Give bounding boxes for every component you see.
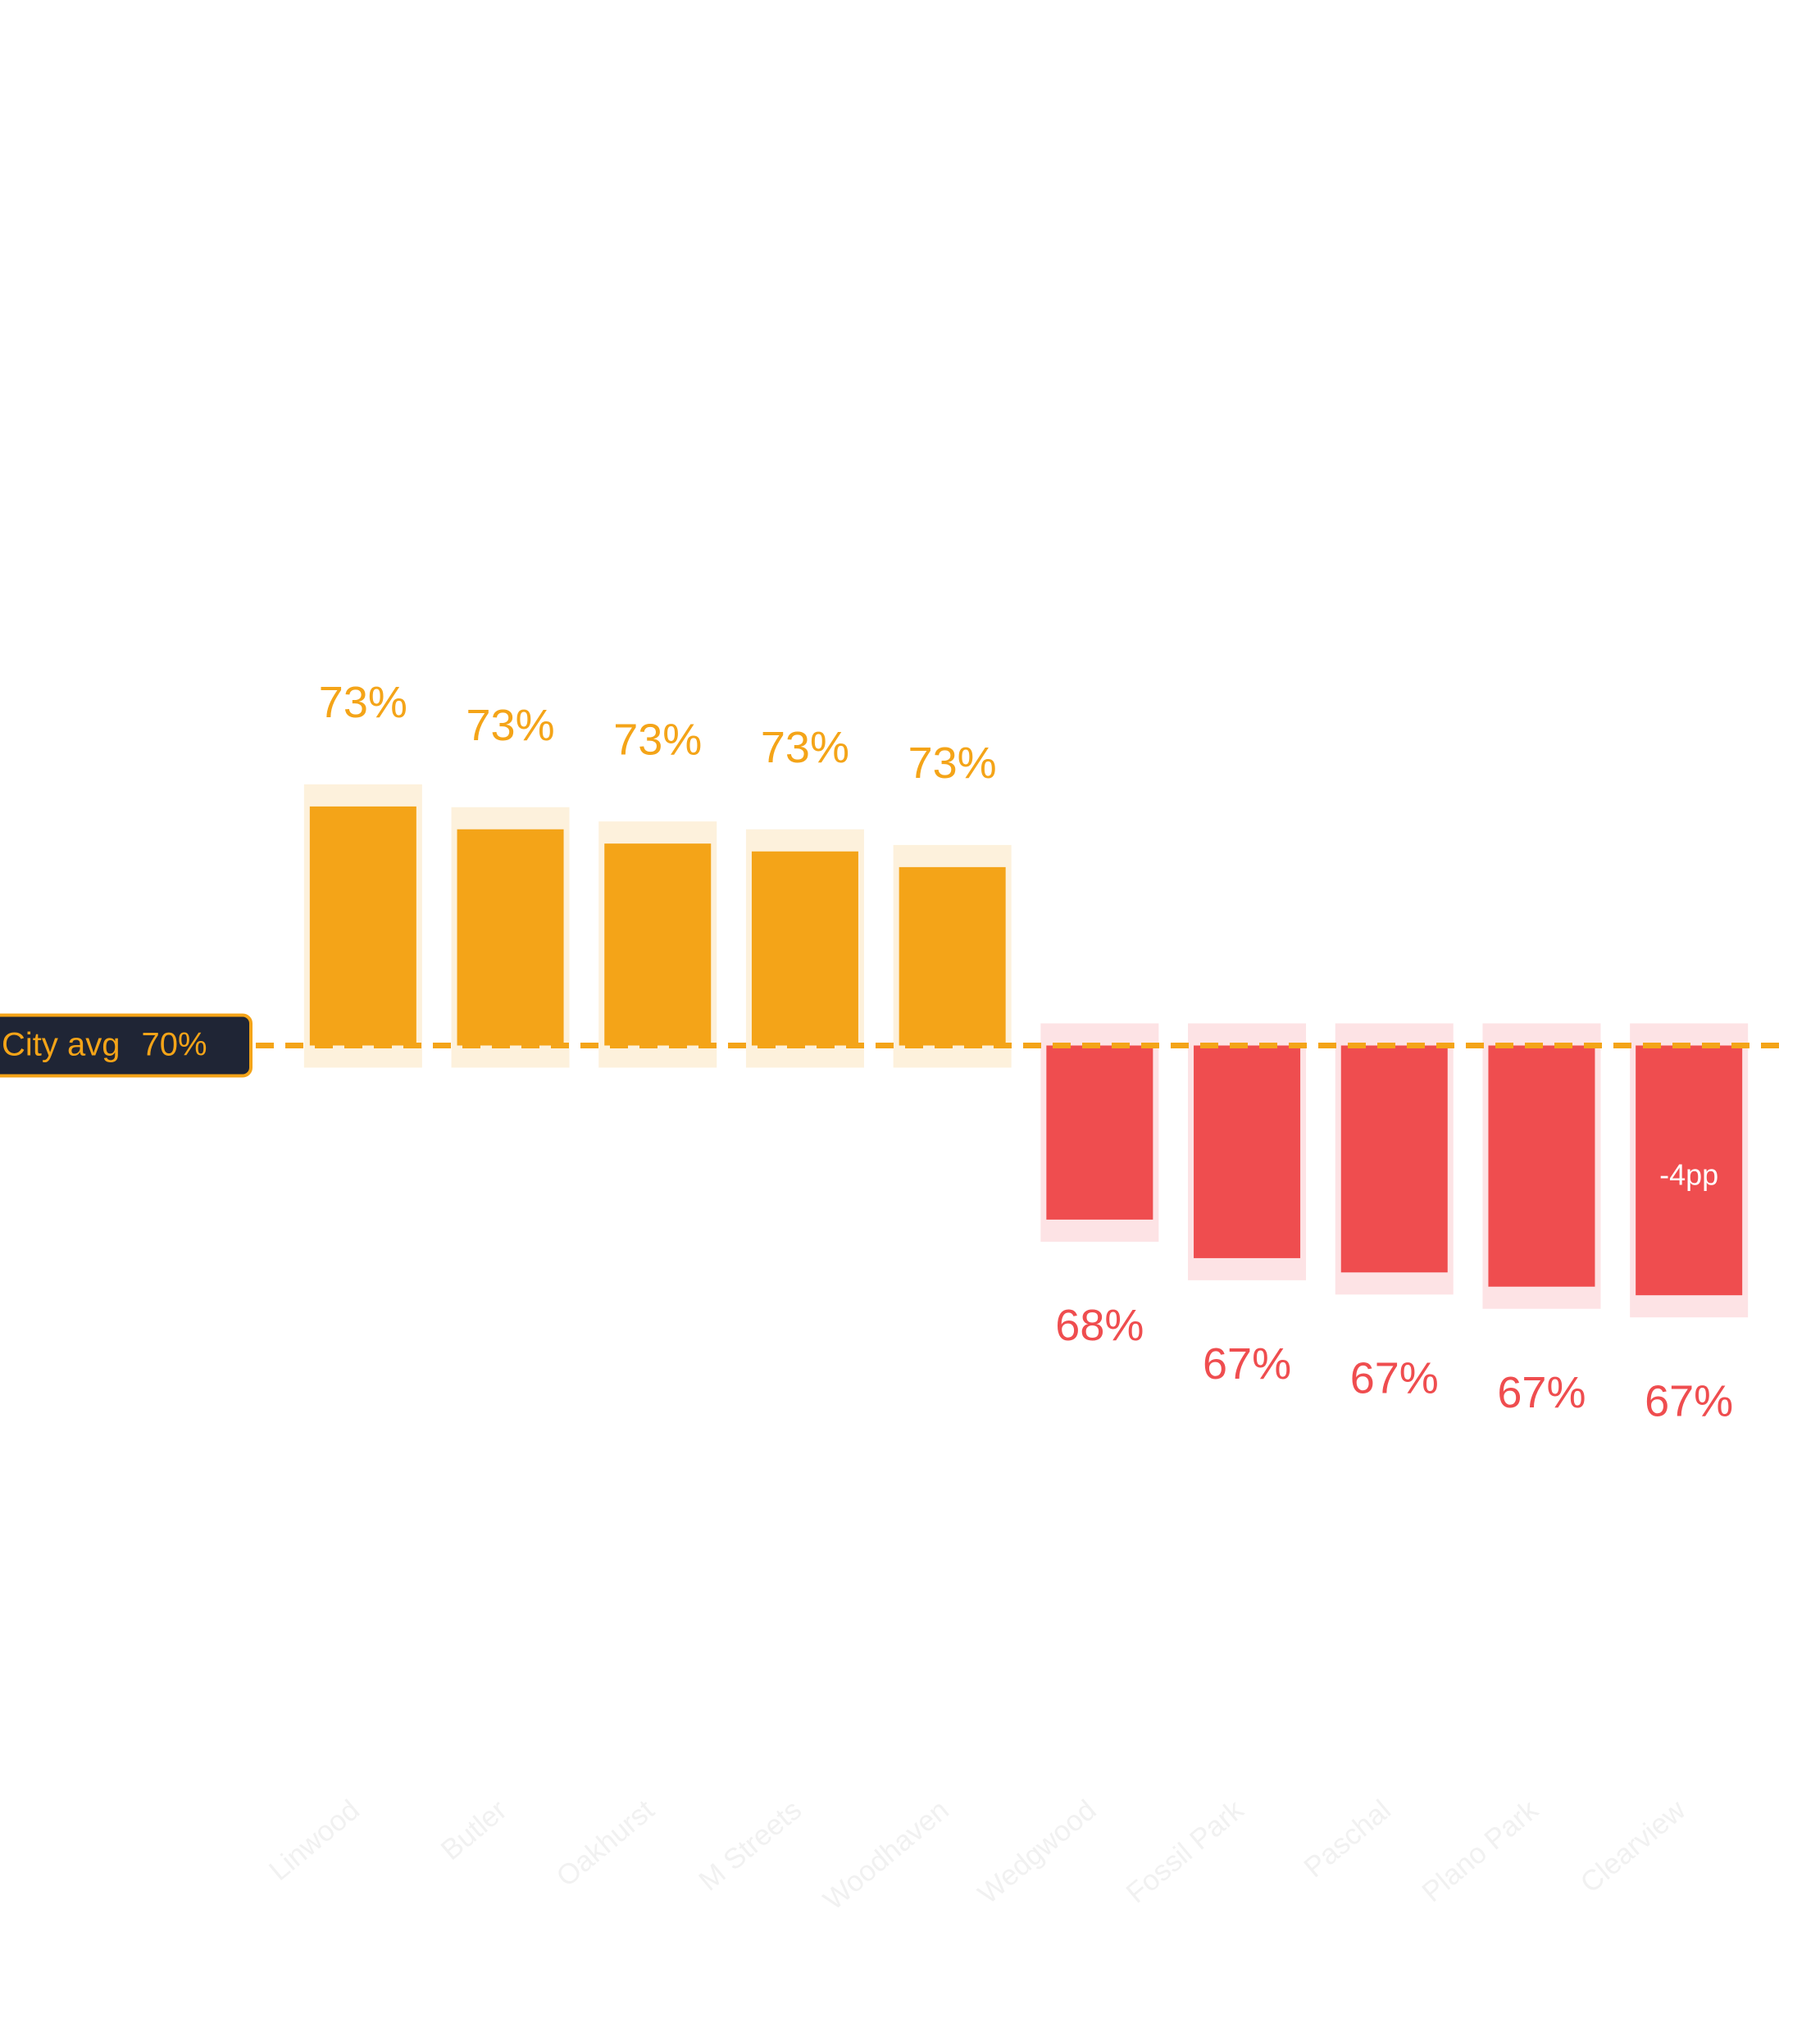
value-label: 73% (761, 723, 849, 772)
bar (1488, 1045, 1595, 1287)
reference-name: City avg (2, 1026, 121, 1062)
value-label: 73% (319, 678, 407, 727)
bar (604, 843, 712, 1046)
x-tick-label: Woodhaven (817, 1793, 955, 1916)
value-label: 67% (1497, 1368, 1586, 1417)
reference-label: City avg 70% (2, 1026, 207, 1062)
bar (1340, 1045, 1448, 1273)
x-tick-label: Butler (435, 1793, 513, 1866)
bar (1636, 1045, 1743, 1296)
x-tick-label: Plano Park (1416, 1793, 1545, 1908)
value-label: 67% (1350, 1354, 1439, 1403)
x-tick-label: Linwood (263, 1793, 366, 1887)
value-label: 67% (1645, 1376, 1733, 1425)
bar (751, 851, 858, 1046)
bar (899, 866, 1006, 1046)
x-tick-label: Oakhurst (550, 1793, 660, 1893)
x-tick-label: Wedgwood (972, 1793, 1103, 1910)
bar (1046, 1045, 1153, 1220)
x-tick-label: Fossil Park (1120, 1793, 1249, 1909)
x-tick-label: M Streets (693, 1793, 808, 1897)
value-label: 73% (466, 701, 555, 750)
bar (1194, 1045, 1301, 1258)
value-label: 68% (1055, 1301, 1144, 1350)
annotation: -4pp (1659, 1157, 1718, 1191)
bar (457, 829, 564, 1046)
reference-value: 70% (142, 1026, 207, 1062)
bar (309, 806, 416, 1046)
value-label: 73% (613, 715, 702, 764)
value-label: 73% (908, 739, 997, 788)
x-tick-label: Clearview (1574, 1793, 1691, 1899)
value-label: 67% (1203, 1339, 1291, 1389)
x-tick-label: Paschal (1298, 1793, 1396, 1884)
reference-badge (0, 1013, 253, 1078)
